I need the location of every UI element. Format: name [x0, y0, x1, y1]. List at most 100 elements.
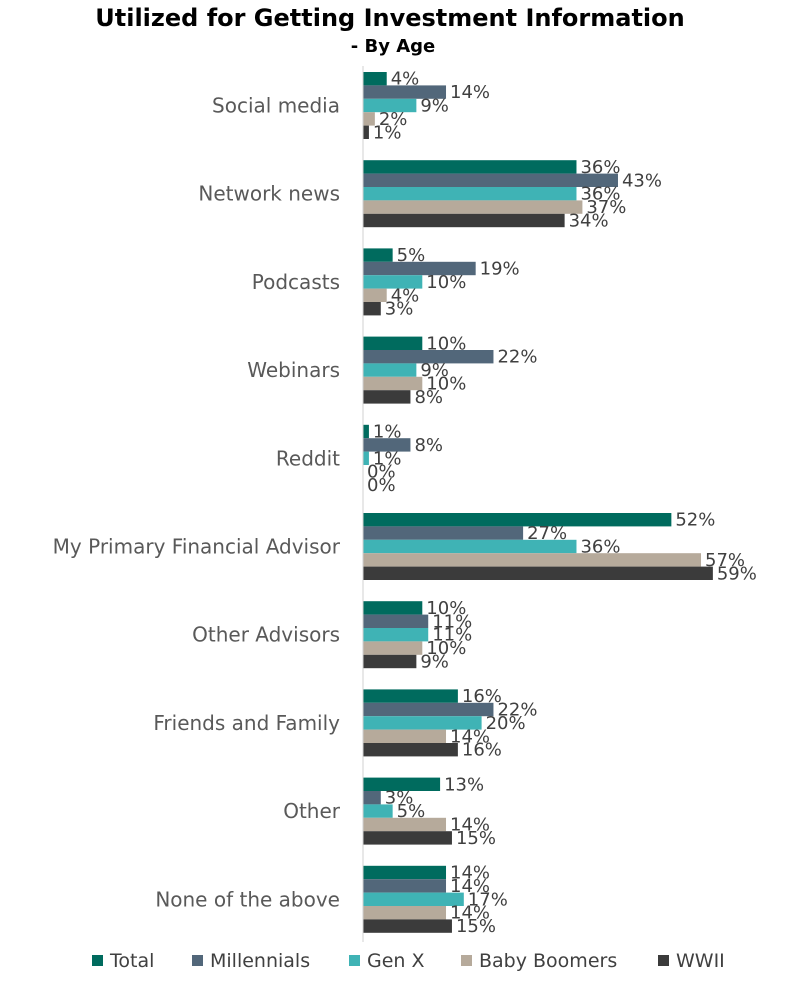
bar-network-news-total [363, 160, 577, 174]
value-label-none-of-the-above-baby-boomers: 14% [450, 903, 490, 924]
bar-other-advisors-total [363, 601, 423, 615]
value-label-webinars-wwii: 8% [414, 387, 443, 408]
value-label-none-of-the-above-gen-x: 17% [468, 889, 508, 910]
category-label-my-primary-financial-advisor: My Primary Financial Advisor [53, 535, 341, 559]
bar-podcasts-millennials [363, 261, 476, 276]
bar-other-advisors-gen-x [363, 628, 429, 642]
bar-friends-and-family-total [363, 689, 458, 703]
value-label-other-wwii: 15% [456, 828, 496, 849]
bar-none-of-the-above-gen-x [363, 892, 464, 906]
value-label-social-media-wwii: 1% [373, 122, 402, 143]
legend-label-millennials: Millennials [210, 950, 310, 972]
value-label-webinars-millennials: 22% [497, 347, 537, 368]
value-label-none-of-the-above-millennials: 14% [450, 876, 490, 897]
category-label-webinars: Webinars [247, 358, 340, 382]
chart-subtitle: - By Age [350, 36, 436, 57]
bar-other-millennials [363, 791, 381, 805]
value-label-network-news-millennials: 43% [622, 170, 662, 191]
bar-friends-and-family-baby-boomers [363, 729, 447, 743]
legend-swatch-gen-x [349, 955, 360, 966]
value-label-other-gen-x: 5% [397, 801, 426, 822]
bar-other-advisors-millennials [363, 614, 429, 628]
value-label-webinars-baby-boomers: 10% [426, 374, 466, 395]
legend-label-wwii: WWII [676, 950, 725, 972]
bar-network-news-millennials [363, 173, 618, 187]
value-label-social-media-millennials: 14% [450, 82, 490, 103]
bar-social-media-gen-x [363, 98, 417, 113]
value-label-other-advisors-baby-boomers: 10% [426, 638, 466, 659]
bar-social-media-wwii [363, 125, 369, 139]
bar-podcasts-gen-x [363, 275, 423, 289]
value-label-webinars-gen-x: 9% [420, 360, 449, 381]
bar-my-primary-financial-advisor-millennials [363, 526, 524, 540]
value-label-reddit-total: 1% [373, 422, 402, 443]
value-label-podcasts-gen-x: 10% [426, 272, 466, 293]
value-label-podcasts-total: 5% [397, 245, 426, 266]
value-label-friends-and-family-millennials: 22% [497, 700, 537, 721]
bar-network-news-gen-x [363, 187, 577, 201]
bar-webinars-gen-x [363, 363, 417, 377]
bar-network-news-wwii [363, 213, 565, 228]
value-label-none-of-the-above-total: 14% [450, 863, 490, 884]
bar-friends-and-family-wwii [363, 743, 458, 757]
bar-none-of-the-above-millennials [363, 879, 447, 893]
bar-podcasts-baby-boomers [363, 288, 387, 302]
value-label-webinars-total: 10% [426, 333, 466, 354]
bar-my-primary-financial-advisor-total [363, 513, 672, 527]
bar-webinars-millennials [363, 350, 494, 364]
value-label-network-news-gen-x: 36% [580, 184, 620, 205]
legend-swatch-baby-boomers [461, 955, 472, 966]
value-label-other-advisors-wwii: 9% [420, 652, 449, 673]
bar-other-wwii [363, 831, 452, 845]
value-label-other-advisors-gen-x: 11% [432, 625, 472, 646]
bar-webinars-wwii [363, 390, 411, 404]
legend-label-baby-boomers: Baby Boomers [479, 950, 617, 972]
value-label-friends-and-family-wwii: 16% [462, 740, 502, 761]
bar-webinars-baby-boomers [363, 376, 423, 391]
category-label-podcasts: Podcasts [252, 270, 340, 294]
bar-other-advisors-wwii [363, 654, 417, 669]
bar-social-media-millennials [363, 85, 447, 99]
category-label-none-of-the-above: None of the above [155, 887, 340, 911]
value-label-my-primary-financial-advisor-millennials: 27% [527, 523, 567, 544]
value-label-reddit-millennials: 8% [414, 435, 443, 456]
value-label-social-media-baby-boomers: 2% [379, 109, 408, 130]
category-label-social-media: Social media [212, 94, 340, 118]
bar-other-advisors-baby-boomers [363, 641, 423, 655]
bar-my-primary-financial-advisor-wwii [363, 566, 713, 580]
legend-label-gen-x: Gen X [367, 950, 425, 972]
value-label-network-news-total: 36% [580, 157, 620, 178]
value-label-podcasts-wwii: 3% [385, 299, 414, 320]
bar-none-of-the-above-wwii [363, 919, 452, 933]
value-label-podcasts-baby-boomers: 4% [391, 285, 420, 306]
bar-none-of-the-above-total [363, 865, 447, 880]
value-label-friends-and-family-gen-x: 20% [486, 713, 526, 734]
bar-other-total [363, 777, 441, 791]
value-label-social-media-total: 4% [391, 69, 420, 90]
legend-swatch-wwii [658, 955, 669, 966]
value-label-my-primary-financial-advisor-total: 52% [675, 510, 715, 531]
category-label-network-news: Network news [198, 182, 340, 206]
bar-podcasts-wwii [363, 302, 381, 316]
bar-reddit-gen-x [363, 451, 369, 465]
legend: Total Millennials Gen X Baby Boomers WWII [92, 950, 725, 972]
bar-podcasts-total [363, 248, 393, 262]
legend-swatch-millennials [192, 955, 203, 966]
value-label-my-primary-financial-advisor-baby-boomers: 57% [705, 550, 745, 571]
value-label-reddit-gen-x: 1% [373, 448, 402, 469]
bar-reddit-millennials [363, 438, 411, 452]
value-label-friends-and-family-baby-boomers: 14% [450, 726, 490, 747]
value-label-none-of-the-above-wwii: 15% [456, 916, 496, 937]
legend-label-total: Total [109, 950, 154, 972]
value-label-reddit-baby-boomers: 0% [367, 462, 396, 483]
value-label-network-news-wwii: 34% [569, 211, 609, 232]
value-label-my-primary-financial-advisor-wwii: 59% [717, 563, 757, 584]
bar-webinars-total [363, 336, 423, 350]
value-label-other-baby-boomers: 14% [450, 815, 490, 836]
bar-my-primary-financial-advisor-gen-x [363, 539, 577, 554]
value-label-other-advisors-millennials: 11% [432, 611, 472, 632]
value-label-network-news-baby-boomers: 37% [586, 197, 626, 218]
chart-title: Utilized for Getting Investment Informat… [95, 4, 685, 32]
